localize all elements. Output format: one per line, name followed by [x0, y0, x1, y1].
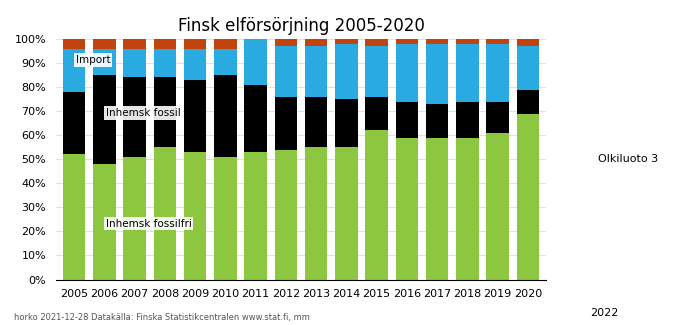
Bar — [123, 39, 146, 49]
Bar — [304, 46, 328, 97]
Bar — [184, 152, 206, 280]
Bar — [153, 49, 176, 77]
Bar — [244, 85, 267, 152]
Bar — [153, 77, 176, 147]
Text: Olkiluoto 3: Olkiluoto 3 — [598, 154, 659, 164]
Bar — [63, 92, 85, 154]
Bar — [395, 101, 418, 137]
Bar — [486, 101, 509, 133]
Bar — [395, 39, 418, 44]
Bar — [244, 37, 267, 85]
Bar — [517, 39, 539, 46]
Bar — [153, 39, 176, 49]
Bar — [335, 147, 358, 280]
Bar — [395, 44, 418, 101]
Bar — [365, 130, 388, 280]
Bar — [456, 101, 479, 137]
Title: Finsk elförsörjning 2005-2020: Finsk elförsörjning 2005-2020 — [178, 17, 424, 35]
Bar — [365, 39, 388, 46]
Bar — [335, 44, 358, 99]
Bar — [63, 49, 85, 92]
Bar — [304, 97, 328, 147]
Bar — [456, 39, 479, 44]
Bar — [274, 150, 298, 280]
Bar — [123, 77, 146, 157]
Text: Import: Import — [76, 55, 111, 65]
Bar — [486, 39, 509, 44]
Text: horko 2021-12-28: horko 2021-12-28 — [14, 313, 88, 322]
Bar — [517, 89, 539, 113]
Bar — [63, 39, 85, 49]
Bar — [274, 46, 298, 97]
Text: 2022: 2022 — [591, 308, 619, 318]
Bar — [214, 75, 237, 157]
Bar — [456, 44, 479, 101]
Bar — [93, 49, 116, 75]
Bar — [93, 164, 116, 280]
Bar — [184, 49, 206, 80]
Bar — [304, 39, 328, 46]
Bar — [274, 97, 298, 150]
Bar — [456, 137, 479, 280]
Bar — [274, 39, 298, 46]
Bar — [517, 46, 539, 89]
Bar — [214, 49, 237, 75]
Bar — [244, 152, 267, 280]
Bar — [184, 39, 206, 49]
Bar — [365, 46, 388, 97]
Bar — [153, 147, 176, 280]
Bar — [184, 80, 206, 152]
Bar — [123, 157, 146, 280]
Bar — [517, 113, 539, 280]
Text: Datakälla: Finska Statistikcentralen www.stat.fi, mm: Datakälla: Finska Statistikcentralen www… — [91, 313, 310, 322]
Bar — [365, 97, 388, 130]
Bar — [304, 147, 328, 280]
Bar — [395, 137, 418, 280]
Text: Inhemsk fossilfri: Inhemsk fossilfri — [106, 219, 192, 228]
Bar — [123, 49, 146, 77]
Bar — [486, 133, 509, 280]
Bar — [335, 99, 358, 147]
Bar — [93, 39, 116, 49]
Bar — [214, 157, 237, 280]
Bar — [93, 75, 116, 164]
Bar — [335, 39, 358, 44]
Bar — [426, 39, 449, 44]
Bar — [63, 154, 85, 280]
Bar — [426, 44, 449, 104]
Bar — [426, 137, 449, 280]
Text: Inhemsk fossil: Inhemsk fossil — [106, 108, 181, 118]
Bar — [214, 39, 237, 49]
Bar — [486, 44, 509, 101]
Bar — [426, 104, 449, 137]
Bar — [244, 27, 267, 37]
